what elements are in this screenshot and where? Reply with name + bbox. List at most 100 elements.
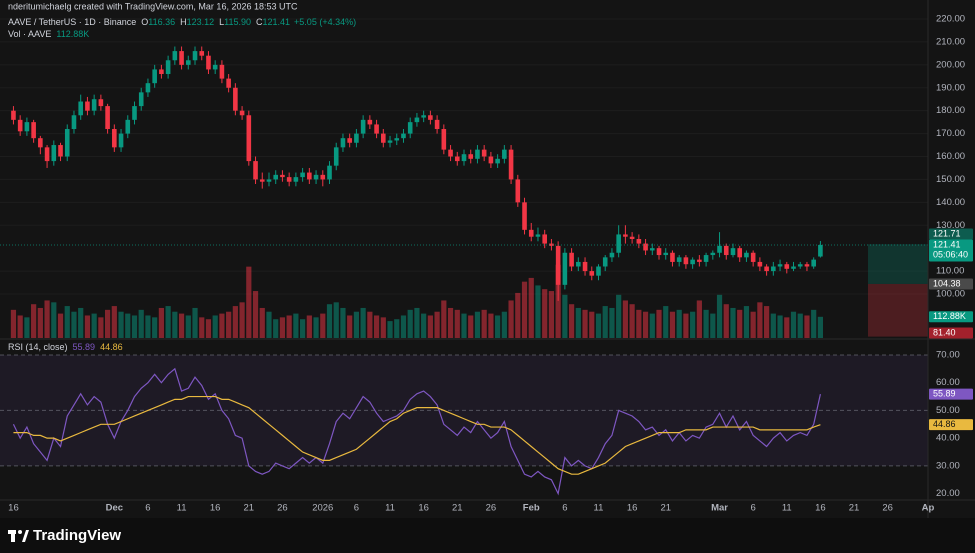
volume-bar: [474, 311, 481, 338]
candle-body: [253, 161, 258, 180]
volume-bar: [104, 309, 111, 338]
y-tick-label: 160.00: [936, 151, 965, 162]
x-tick-label: Mar: [711, 503, 728, 514]
candle-body: [481, 149, 487, 157]
volume-bar: [515, 292, 521, 338]
volume-bar: [37, 307, 43, 338]
volume-bar: [78, 307, 84, 338]
candle-body: [374, 124, 379, 134]
x-tick-label: 6: [145, 503, 150, 514]
volume-bar: [24, 317, 30, 338]
volume-bar: [259, 307, 265, 338]
volume-bar: [158, 307, 164, 338]
volume-bar: [656, 309, 662, 338]
volume-bar: [246, 266, 252, 338]
volume-bar: [212, 315, 218, 338]
x-tick-label: 6: [354, 503, 359, 514]
ohlc-key: L: [219, 17, 224, 27]
position-stop-label: 81.40: [933, 327, 956, 337]
tradingview-logo: TradingView: [8, 527, 121, 544]
candle-body: [636, 239, 642, 244]
candle-body: [569, 252, 574, 267]
volume-bar: [273, 319, 279, 338]
candle-body: [233, 87, 238, 111]
candle-body: [723, 245, 729, 256]
x-tick-label: 21: [660, 503, 671, 514]
volume-bar: [71, 311, 77, 338]
candle-body: [71, 115, 77, 130]
candle-body: [555, 245, 561, 285]
volume-bar: [373, 315, 380, 338]
volume-bar: [279, 317, 286, 338]
candle-body: [448, 149, 453, 157]
candle-body: [31, 122, 36, 139]
ohlc-value: 123.12: [187, 17, 215, 27]
rsi-last-1-box: [929, 419, 973, 431]
volume-bar: [165, 306, 171, 338]
candle-body: [730, 248, 736, 256]
candle-body: [811, 259, 816, 267]
candle-body: [219, 64, 225, 79]
volume-bar: [152, 317, 158, 338]
candle-body: [360, 119, 366, 134]
candle-body: [508, 149, 514, 180]
volume-bar: [407, 309, 413, 338]
volume-bar: [757, 302, 763, 338]
volume-bar: [313, 317, 319, 338]
chart-background: [0, 0, 975, 518]
candle-body: [152, 69, 157, 84]
ohlc-key: O: [141, 17, 148, 27]
volume-bar: [790, 311, 797, 338]
candle-body: [172, 51, 178, 61]
candle-body: [98, 99, 104, 107]
candle-body: [683, 257, 689, 265]
x-tick-label: 11: [177, 503, 187, 514]
y-tick-label: 130.00: [936, 220, 965, 231]
rsi-last-1-label: 44.86: [933, 419, 956, 429]
volume-bar: [387, 321, 393, 338]
volume-bar: [730, 307, 736, 338]
rsi-last-0-label: 55.89: [933, 388, 956, 398]
rsi-value: 44.86: [100, 342, 123, 352]
volume-bar: [293, 313, 299, 338]
candle-body: [515, 179, 521, 203]
y-tick-label: 220.00: [936, 14, 965, 25]
candle-body: [112, 129, 117, 148]
candle-body: [401, 133, 406, 139]
volume-bar: [595, 313, 602, 338]
candle-body: [38, 138, 43, 148]
x-tick-label: 16: [627, 503, 638, 514]
candle-body: [132, 106, 137, 120]
candle-body: [300, 172, 305, 178]
volume-bar: [737, 309, 743, 338]
candle-body: [656, 248, 662, 256]
volume-bar: [582, 309, 588, 338]
candle-body: [744, 252, 749, 258]
volume-bar: [703, 309, 709, 338]
candle-body: [697, 259, 702, 262]
footer-background: [0, 518, 975, 553]
volume-bar: [535, 285, 541, 338]
candle-body: [757, 261, 763, 267]
candle-body: [542, 234, 547, 244]
volume-bar: [434, 311, 440, 338]
volume-bar: [138, 309, 144, 338]
logo-shape: [22, 530, 29, 542]
volume-bar: [91, 313, 97, 338]
rsi-legend: RSI (14, close) 55.89 44.86: [8, 342, 123, 352]
x-tick-label: 26: [486, 503, 497, 514]
x-tick-label: 11: [385, 503, 395, 514]
volume-bar: [609, 307, 615, 338]
candle-body: [421, 115, 426, 118]
volume-bar: [642, 311, 649, 338]
x-tick-label: 6: [562, 503, 567, 514]
volume-bar: [508, 300, 514, 338]
candle-body: [58, 145, 63, 157]
volume-bar: [770, 313, 776, 338]
candle-body: [259, 179, 265, 182]
volume-bar: [481, 309, 487, 338]
volume-bar: [219, 313, 225, 338]
volume-bar: [51, 302, 57, 338]
candle-body: [367, 119, 373, 125]
candle-body: [616, 234, 621, 253]
